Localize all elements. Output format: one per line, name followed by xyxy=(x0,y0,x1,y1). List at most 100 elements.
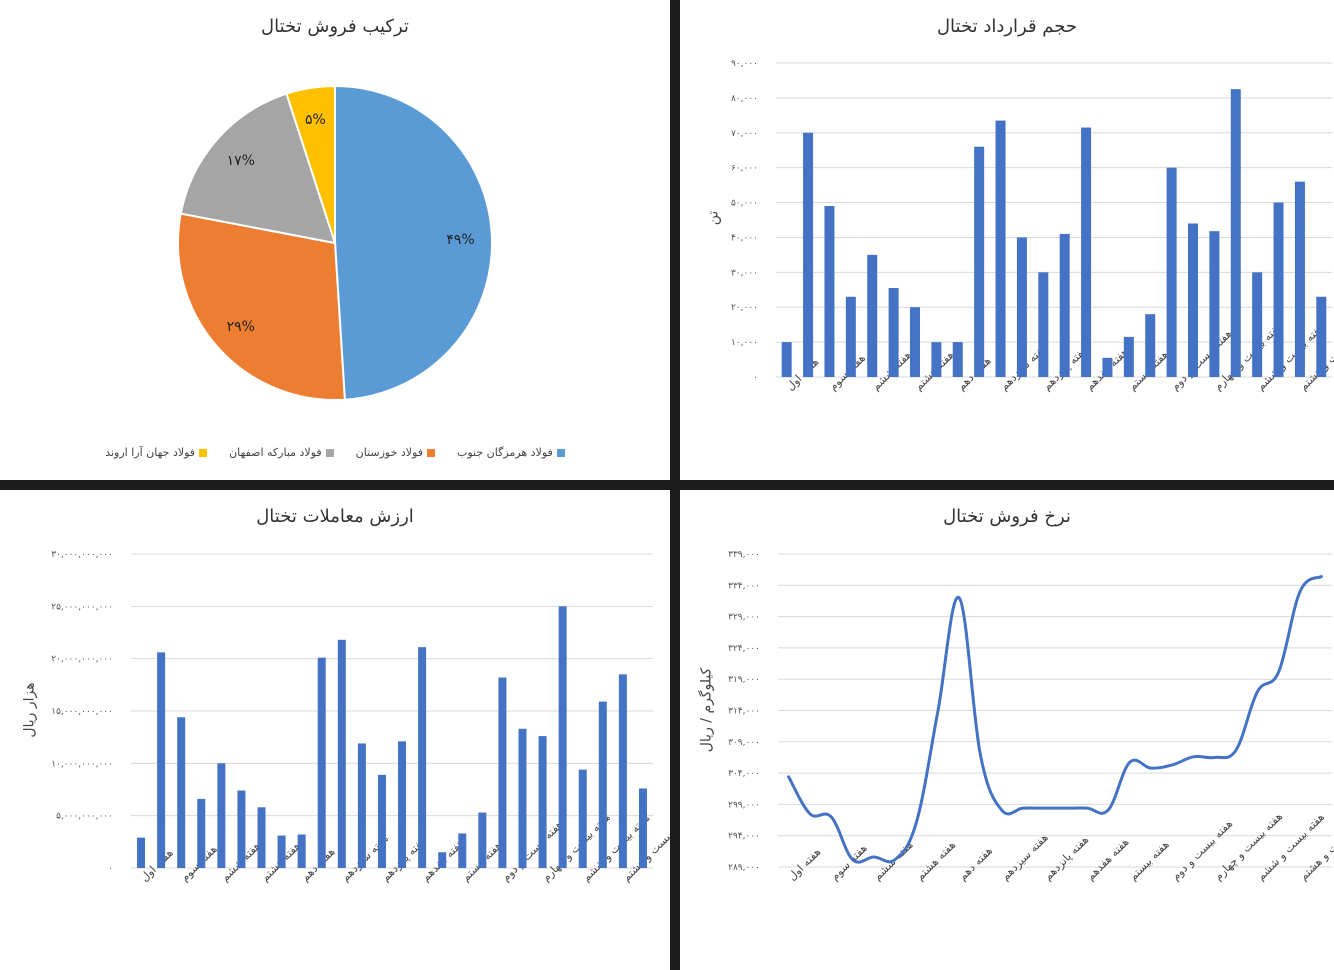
y-tick-label: ۴۰,۰۰۰ xyxy=(731,233,758,243)
bar xyxy=(638,788,647,868)
y-tick-label: ۳۱۴,۰۰۰ xyxy=(728,707,760,717)
y-tick-label: ۳۰,۰۰۰,۰۰۰,۰۰۰ xyxy=(51,550,113,560)
y-tick-label: ۲۵,۰۰۰,۰۰۰,۰۰۰ xyxy=(51,602,113,612)
y-tick-label: ۸۰,۰۰۰ xyxy=(731,94,758,104)
x-tick-label: هفته دهم xyxy=(956,844,995,883)
bar xyxy=(952,342,963,377)
y-tick-label: ۲۹۴,۰۰۰ xyxy=(728,832,760,842)
bar xyxy=(824,206,835,377)
bar xyxy=(1038,272,1049,377)
bar xyxy=(910,307,920,377)
legend-swatch xyxy=(325,448,334,457)
contract-volume-panel: حجم قرارداد تختال ۰ ۱۰,۰۰۰ ۲۰,۰۰۰ ۳۰,۰۰۰ ۴۰,… xyxy=(680,0,1334,480)
bar xyxy=(1188,223,1198,377)
y-tick-label: ۶۰,۰۰۰ xyxy=(731,164,758,174)
chart-title: نرخ فروش تختال xyxy=(943,506,1071,527)
pie-chart: ۴۹% ۲۹% ۱۷% ۵% xyxy=(177,84,493,401)
bar xyxy=(197,798,206,868)
y-tick-label: ۲۰,۰۰۰ xyxy=(731,303,758,313)
y-axis-label: کیلوگرم / ریال xyxy=(698,667,715,753)
data-label: ۴۹% xyxy=(446,232,474,248)
bar xyxy=(297,834,306,868)
legend-label: فولاد جهان آرا اروند xyxy=(105,446,196,459)
y-tick-label: ۳۲۴,۰۰۰ xyxy=(728,644,760,654)
bar xyxy=(217,763,226,868)
legend-item: فولاد جهان آرا اروند xyxy=(105,446,208,459)
y-tick-label: ۲۰,۰۰۰,۰۰۰,۰۰۰ xyxy=(51,655,113,665)
bar xyxy=(1123,336,1134,377)
bar xyxy=(888,288,899,377)
data-label: ۵% xyxy=(305,112,326,128)
bar xyxy=(1102,357,1113,377)
bar xyxy=(257,807,266,868)
y-tick-label: ۳۰۴,۰۰۰ xyxy=(728,769,760,779)
bar xyxy=(478,812,487,868)
bar xyxy=(618,674,627,868)
pie-slice xyxy=(179,92,337,245)
y-axis-label: تن xyxy=(705,210,722,226)
bar xyxy=(974,146,985,377)
bar xyxy=(277,835,286,868)
sale-rate-panel: نرخ فروش تختال ۲۸۹,۰۰۰ ۲۹۴,۰۰۰ ۲۹۹,۰۰۰ ۳۰۴,… xyxy=(680,490,1334,970)
bar xyxy=(1209,231,1220,377)
bar xyxy=(845,296,856,377)
y-tick-label: ۲۹۹,۰۰۰ xyxy=(728,800,760,810)
bar xyxy=(357,743,366,868)
y-tick-label: ۳۳۹,۰۰۰ xyxy=(728,550,760,560)
bar xyxy=(1145,314,1156,377)
bar xyxy=(458,833,467,868)
bar xyxy=(1059,233,1070,377)
line-chart: ۲۸۹,۰۰۰ ۲۹۴,۰۰۰ ۲۹۹,۰۰۰ ۳۰۴,۰۰۰ ۳۰۹,۰۰۰ ۳۱۴,۰… xyxy=(728,550,1334,883)
legend-swatch xyxy=(199,448,208,457)
bar xyxy=(1230,89,1241,378)
y-tick-label: ۰ xyxy=(108,864,113,874)
bar xyxy=(518,728,527,868)
bar xyxy=(337,639,346,868)
bar xyxy=(237,790,246,868)
bar xyxy=(598,701,607,868)
bar xyxy=(317,657,326,868)
legend: فولاد هرمزگان جنوب فولاد خوزستان فولاد م… xyxy=(0,446,670,459)
bar xyxy=(578,769,587,868)
y-tick-label: ۳۰,۰۰۰ xyxy=(731,268,758,278)
y-tick-label: ۰ xyxy=(753,373,758,383)
bar xyxy=(498,677,507,868)
bar xyxy=(137,837,146,868)
y-tick-label: ۲۸۹,۰۰۰ xyxy=(728,863,760,873)
bar xyxy=(1273,202,1284,377)
pie-slice xyxy=(177,212,346,401)
y-tick-label: ۱۵,۰۰۰,۰۰۰,۰۰۰ xyxy=(51,707,113,717)
bar xyxy=(1294,181,1305,377)
legend-swatch xyxy=(427,448,436,457)
y-tick-label: ۱۰,۰۰۰,۰۰۰,۰۰۰ xyxy=(51,759,113,769)
legend-label: فولاد مبارکه اصفهان xyxy=(229,446,322,459)
chart-title: ارزش معاملات تختال xyxy=(256,506,414,527)
y-tick-label: ۳۳۴,۰۰۰ xyxy=(728,581,760,591)
bar xyxy=(867,254,878,377)
bar xyxy=(377,774,386,868)
y-tick-label: ۷۰,۰۰۰ xyxy=(731,129,758,139)
legend-item: فولاد خوزستان xyxy=(355,446,436,459)
data-label: ۲۹% xyxy=(227,319,255,335)
bar xyxy=(1316,296,1327,377)
bar-chart: ۰ ۵,۰۰۰,۰۰۰,۰۰۰ ۱۰,۰۰۰,۰۰۰,۰۰۰ ۱۵,۰۰۰,۰۰۰,۰… xyxy=(51,550,670,884)
bar-chart: ۰ ۱۰,۰۰۰ ۲۰,۰۰۰ ۳۰,۰۰۰ ۴۰,۰۰۰ ۵۰,۰۰۰ ۶۰,۰۰۰ ۷۰,… xyxy=(731,59,1334,393)
bar xyxy=(157,652,166,868)
pie-chart-panel: ترکیب فروش تختال ۴۹% ۲۹% ۱۷% ۵% فولاد هرمزگ… xyxy=(0,0,670,480)
bar xyxy=(1016,237,1027,377)
legend-item: فولاد مبارکه اصفهان xyxy=(229,446,334,459)
x-tick-label: هفته اول xyxy=(786,845,824,883)
bar xyxy=(931,342,942,377)
x-tick-label: هفته هشتم xyxy=(913,838,958,883)
bar xyxy=(438,852,447,868)
bar xyxy=(781,342,792,377)
legend-label: فولاد خوزستان xyxy=(355,446,424,459)
pie-slice xyxy=(285,84,336,244)
bar xyxy=(1166,167,1177,377)
y-axis-label: هزار ریال xyxy=(21,682,38,738)
y-tick-label: ۹۰,۰۰۰ xyxy=(731,59,758,69)
data-label: ۱۷% xyxy=(227,153,255,169)
y-tick-label: ۳۱۹,۰۰۰ xyxy=(728,675,760,685)
bar xyxy=(803,132,814,377)
pie-slice xyxy=(334,84,493,401)
